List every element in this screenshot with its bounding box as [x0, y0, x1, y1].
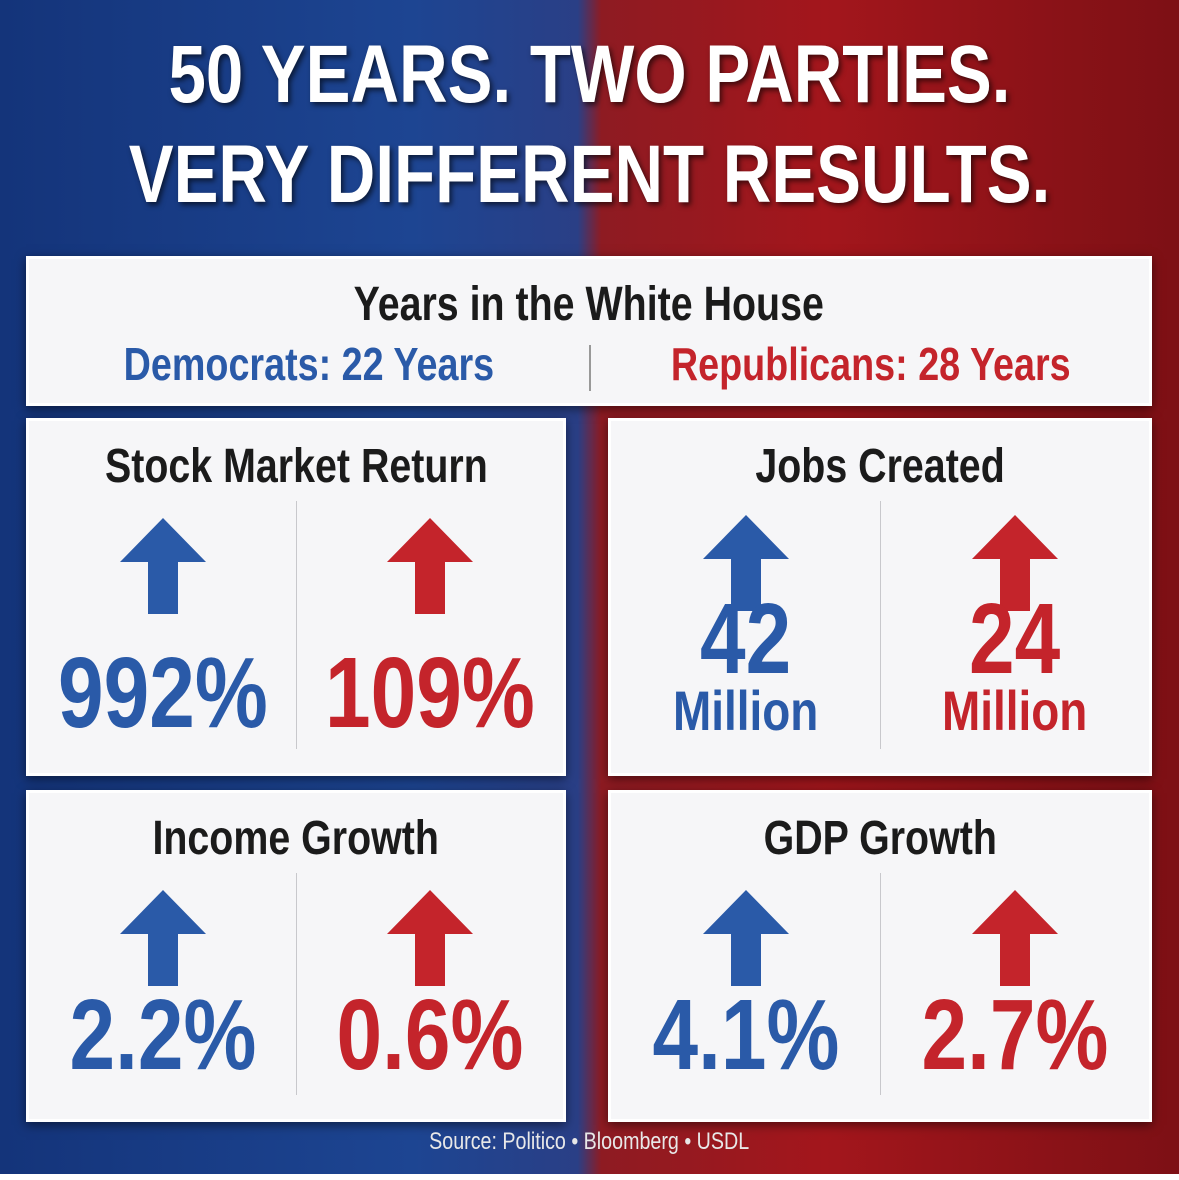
democrats-column: 4.1%: [611, 793, 880, 1119]
value: 4.1%: [652, 979, 839, 1091]
panel: Jobs Created 42 Million 24 Million: [608, 418, 1152, 776]
divider: [296, 501, 297, 749]
republicans-column: 24 Million: [880, 421, 1149, 773]
source: Source: Politico • Bloomberg • USDL: [429, 1128, 750, 1155]
value-wrap: 0.6%: [296, 985, 563, 1085]
republicans-column: 2.7%: [880, 793, 1149, 1119]
arrow-icon: [386, 518, 473, 614]
arrow-icon: [971, 515, 1058, 611]
panel-title: GDP Growth: [763, 812, 997, 865]
democrats-years: Democrats: 22 Years: [123, 338, 495, 390]
arrow-icon: [971, 890, 1058, 986]
value-wrap: 42: [611, 589, 880, 689]
democrats-column: 2.2%: [29, 793, 296, 1119]
divider: [296, 873, 297, 1095]
value-wrap: 2.2%: [29, 985, 296, 1085]
value: 24: [968, 583, 1061, 695]
panel-title-wrap: Stock Market Return: [29, 439, 563, 494]
democrats-column: 42 Million: [611, 421, 880, 773]
value: 2.2%: [69, 979, 256, 1091]
arrow-icon: [702, 515, 789, 611]
panel: GDP Growth 4.1% 2.7%: [608, 790, 1152, 1122]
republicans-column: 109%: [296, 421, 563, 773]
value: 109%: [324, 637, 535, 749]
value-wrap: 2.7%: [880, 985, 1149, 1085]
value: 2.7%: [921, 979, 1108, 1091]
unit-wrap: Million: [611, 683, 880, 739]
panel-title: Income Growth: [152, 812, 440, 865]
divider: [589, 345, 591, 391]
panel-title-wrap: Income Growth: [29, 811, 563, 866]
panel: Stock Market Return 992% 109%: [26, 418, 566, 776]
republicans-column: 0.6%: [296, 793, 563, 1119]
rule: [0, 1174, 1179, 1180]
panel-title-wrap: GDP Growth: [611, 811, 1149, 866]
value-wrap: 4.1%: [611, 985, 880, 1085]
republicans-years: Republicans: 28 Years: [671, 338, 1071, 390]
value-wrap: 109%: [296, 643, 563, 743]
divider: [880, 873, 881, 1095]
divider: [880, 501, 881, 749]
heading: Years in the White House: [353, 278, 825, 331]
title-line: 50 YEARS. TWO PARTIES.: [168, 29, 1011, 120]
arrow-icon: [386, 890, 473, 986]
title-line: VERY DIFFERENT RESULTS.: [128, 129, 1051, 220]
panel-title: Jobs Created: [755, 440, 1005, 493]
arrow-icon: [119, 890, 206, 986]
unit-wrap: Million: [880, 683, 1149, 739]
value: 42: [699, 583, 792, 695]
white-house-box: Years in the White House Democrats: 22 Y…: [26, 256, 1152, 406]
value: 992%: [57, 637, 268, 749]
unit: Million: [672, 679, 819, 742]
unit: Million: [941, 679, 1088, 742]
democrats-column: 992%: [29, 421, 296, 773]
value-wrap: 992%: [29, 643, 296, 743]
panel: Income Growth 2.2% 0.6%: [26, 790, 566, 1122]
value-wrap: 24: [880, 589, 1149, 689]
panel-title: Stock Market Return: [104, 440, 488, 493]
arrow-icon: [119, 518, 206, 614]
arrow-icon: [702, 890, 789, 986]
panel-title-wrap: Jobs Created: [611, 439, 1149, 494]
value: 0.6%: [336, 979, 523, 1091]
